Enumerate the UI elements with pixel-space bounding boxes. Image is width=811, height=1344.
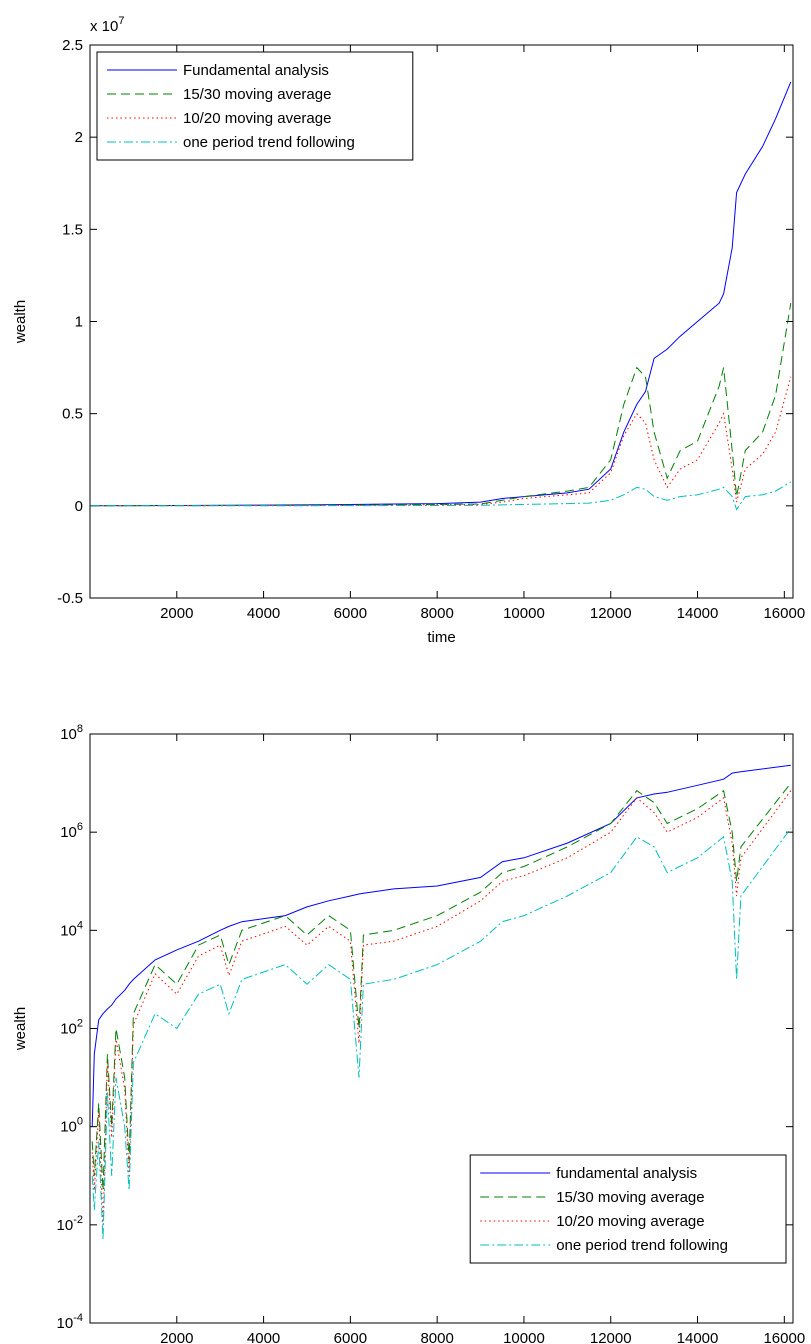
x-tick-label: 6000 (334, 1330, 367, 1344)
legend-label: 10/20 moving average (183, 110, 331, 127)
x-tick-label: 2000 (160, 1330, 193, 1344)
scale-label: x 107 (90, 15, 124, 35)
legend-label: 15/30 moving average (556, 1189, 704, 1206)
axes: 2000 4000 6000 8000 10000 12000 14000 16000 -0.5… (12, 15, 805, 646)
series-line (90, 303, 792, 507)
legend-label: Fundamental analysis (183, 62, 329, 79)
x-tick-label: 16000 (763, 605, 805, 622)
x-tick-label: 10000 (503, 1330, 545, 1344)
legend-label: fundamental analysis (556, 1165, 697, 1182)
x-tick-label: 2000 (160, 605, 193, 622)
y-tick-label: 100 (60, 1116, 83, 1136)
series-line (91, 782, 792, 1191)
axes: 2000 4000 6000 8000 10000 12000 14000 16000 10-4… (12, 723, 805, 1344)
series-line (91, 828, 792, 1240)
x-axis-label: time (427, 629, 455, 646)
series-line (91, 764, 791, 1127)
series-line (90, 81, 792, 507)
x-tick-label: 14000 (677, 605, 719, 622)
axes-frame (89, 44, 794, 599)
x-tick-label: 12000 (590, 605, 632, 622)
legend: Fundamental analysis 15/30 moving average… (96, 51, 414, 161)
x-tick-label: 4000 (247, 1330, 280, 1344)
y-tick-label: 1 (75, 314, 83, 331)
legend-label: 10/20 moving average (556, 1213, 704, 1230)
legend: fundamental analysis 15/30 moving average… (469, 1154, 787, 1264)
legend-label: 15/30 moving average (183, 86, 331, 103)
y-axis-label: wealth (12, 1007, 29, 1051)
y-tick-label: 104 (60, 919, 83, 939)
y-tick-label: 1.5 (62, 221, 83, 238)
series-lines (91, 764, 792, 1240)
x-tick-label: 10000 (503, 605, 545, 622)
x-tick-label: 14000 (677, 1330, 719, 1344)
y-tick-label: 10-2 (57, 1214, 83, 1234)
x-tick-label: 8000 (420, 1330, 453, 1344)
x-tick-label: 4000 (247, 605, 280, 622)
y-tick-label: 2 (75, 129, 83, 146)
y-tick-label: 0 (75, 498, 83, 515)
y-axis-label: wealth (12, 300, 29, 344)
legend-label: one period trend following (183, 134, 355, 151)
legend-label: one period trend following (556, 1237, 728, 1254)
y-tick-label: 102 (60, 1018, 83, 1038)
series-line (90, 481, 792, 511)
x-tick-label: 8000 (420, 605, 453, 622)
y-tick-label: 108 (60, 723, 83, 743)
x-tick-label: 16000 (763, 1330, 805, 1344)
y-tick-label: -0.5 (57, 590, 83, 607)
y-tick-label: 0.5 (62, 406, 83, 423)
series-lines (90, 81, 792, 511)
y-tick-label: 106 (60, 821, 83, 841)
y-tick-label: 2.5 (62, 37, 83, 54)
axes-frame (89, 733, 794, 1324)
y-tick-label: 10-4 (57, 1312, 83, 1332)
x-tick-label: 12000 (590, 1330, 632, 1344)
x-tick-label: 6000 (334, 605, 367, 622)
